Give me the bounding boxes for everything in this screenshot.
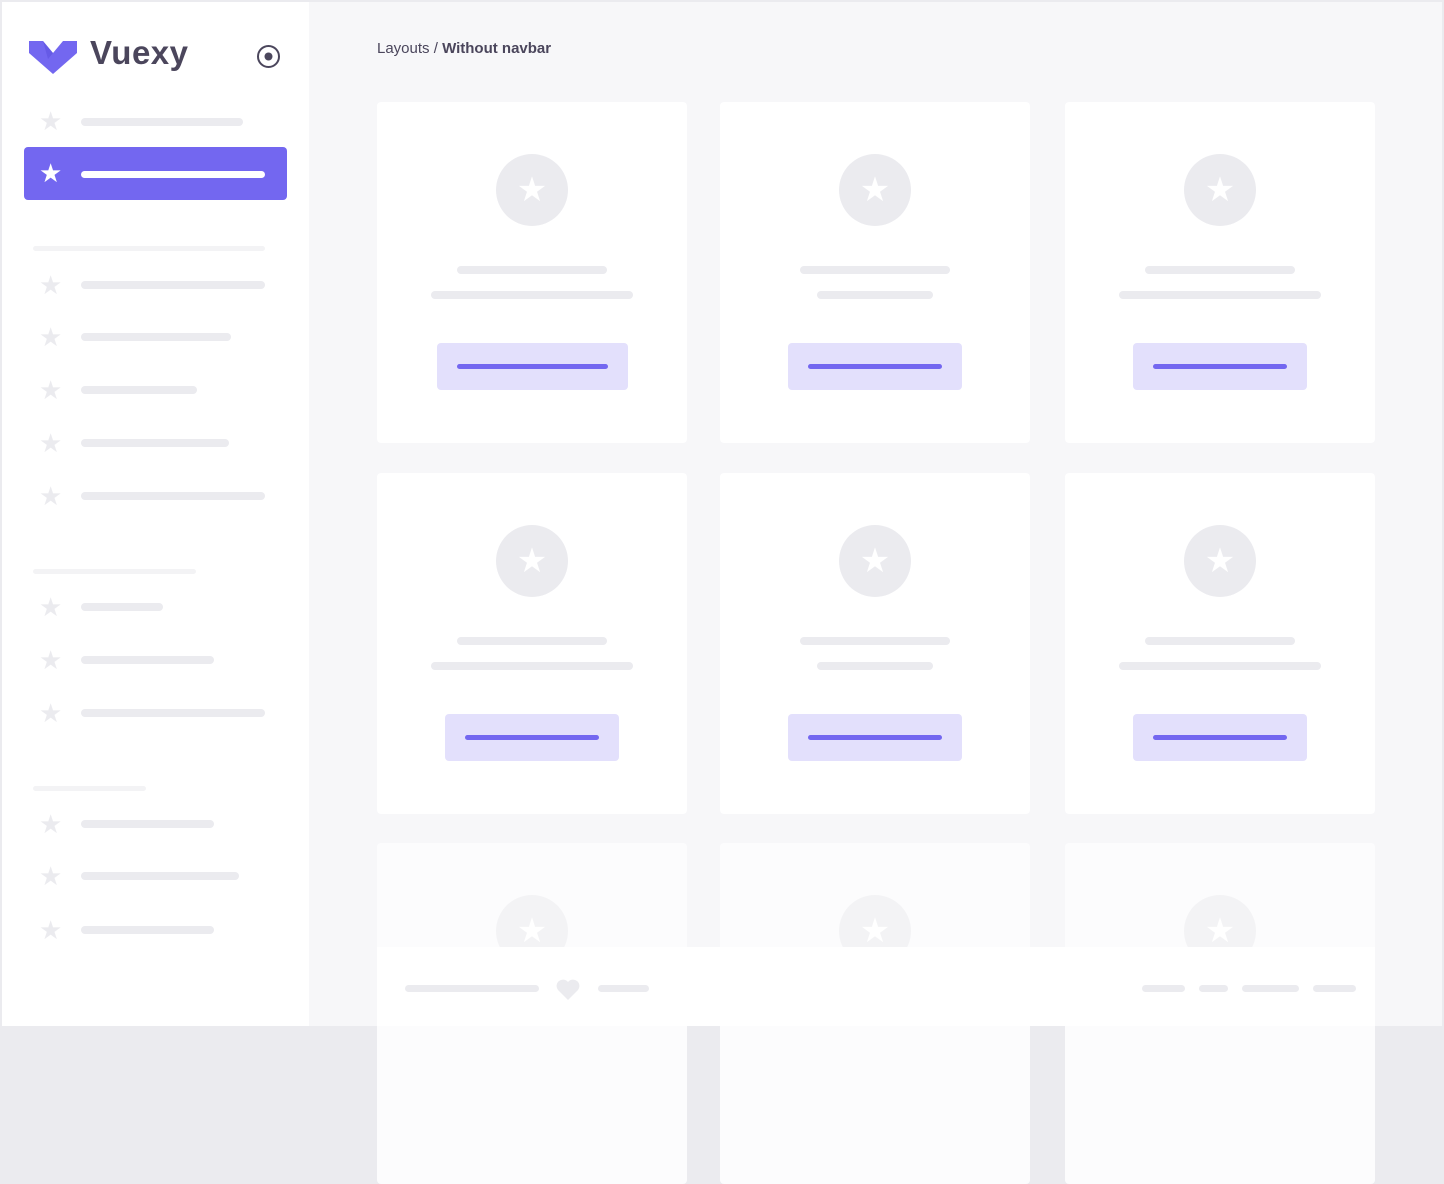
card-button[interactable] — [1133, 343, 1307, 390]
nav-star-icon: ★ — [39, 592, 63, 622]
nav-star-icon: ★ — [39, 809, 63, 839]
sidebar-toggle-radio-circle-icon[interactable] — [256, 44, 281, 69]
footer-link[interactable] — [1242, 985, 1299, 992]
footer-copyright — [405, 985, 539, 992]
card-subtitle — [817, 291, 933, 299]
nav-item[interactable] — [81, 820, 214, 828]
nav-item[interactable] — [81, 281, 265, 289]
section-divider — [33, 246, 265, 251]
nav-item[interactable] — [81, 926, 214, 934]
card-button[interactable] — [788, 343, 962, 390]
footer-link[interactable] — [1199, 985, 1228, 992]
card: ★ — [1065, 473, 1375, 814]
nav-item-active[interactable]: ★ — [24, 147, 287, 200]
nav-item[interactable] — [81, 603, 163, 611]
nav-item[interactable] — [81, 709, 265, 717]
nav-item[interactable] — [81, 492, 265, 500]
nav-star-icon: ★ — [39, 698, 63, 728]
card-star-icon: ★ — [1184, 154, 1256, 226]
card-button[interactable] — [445, 714, 619, 761]
nav-item[interactable] — [81, 439, 229, 447]
card-title — [457, 637, 607, 645]
nav-star-icon: ★ — [39, 106, 63, 136]
card: ★ — [377, 102, 687, 443]
card-button[interactable] — [437, 343, 628, 390]
nav-star-icon: ★ — [39, 861, 63, 891]
card-subtitle — [431, 662, 633, 670]
card-title — [1145, 266, 1295, 274]
card-title — [800, 637, 950, 645]
heart-icon — [556, 979, 580, 1000]
card-button[interactable] — [788, 714, 962, 761]
nav-item[interactable] — [81, 872, 239, 880]
nav-star-icon: ★ — [39, 428, 63, 458]
nav-item-label — [81, 171, 265, 178]
nav-item[interactable] — [81, 656, 214, 664]
footer — [377, 947, 1375, 1026]
card-button[interactable] — [1133, 714, 1307, 761]
nav-item[interactable] — [81, 118, 243, 126]
nav-star-icon: ★ — [39, 645, 63, 675]
card-star-icon: ★ — [1184, 525, 1256, 597]
breadcrumb-parent[interactable]: Layouts — [377, 40, 430, 57]
card-title — [457, 266, 607, 274]
card-star-icon: ★ — [496, 154, 568, 226]
nav-star-icon: ★ — [39, 915, 63, 945]
nav-item[interactable] — [81, 386, 197, 394]
nav-star-icon: ★ — [39, 375, 63, 405]
breadcrumb: Layouts / Without navbar — [377, 40, 551, 57]
footer-link[interactable] — [1313, 985, 1356, 992]
card-star-icon: ★ — [496, 525, 568, 597]
nav-star-icon: ★ — [39, 481, 63, 511]
card-subtitle — [817, 662, 933, 670]
card-star-icon: ★ — [839, 525, 911, 597]
footer-author — [598, 985, 649, 992]
card-title — [800, 266, 950, 274]
card: ★ — [720, 473, 1030, 814]
card: ★ — [377, 473, 687, 814]
card-subtitle — [1119, 291, 1321, 299]
star-icon: ★ — [39, 158, 63, 188]
brand-name: Vuexy — [90, 34, 189, 71]
breadcrumb-separator: / — [429, 40, 443, 57]
section-divider — [33, 786, 146, 791]
card-title — [1145, 637, 1295, 645]
nav-star-icon: ★ — [39, 270, 63, 300]
breadcrumb-current: Without navbar — [442, 40, 552, 57]
footer-link[interactable] — [1142, 985, 1185, 992]
card-subtitle — [1119, 662, 1321, 670]
card-subtitle — [431, 291, 633, 299]
card-star-icon: ★ — [839, 154, 911, 226]
nav-star-icon: ★ — [39, 322, 63, 352]
nav-item[interactable] — [81, 333, 231, 341]
brand-logo-icon — [29, 41, 77, 74]
card: ★ — [720, 102, 1030, 443]
section-divider — [33, 569, 196, 574]
card: ★ — [1065, 102, 1375, 443]
